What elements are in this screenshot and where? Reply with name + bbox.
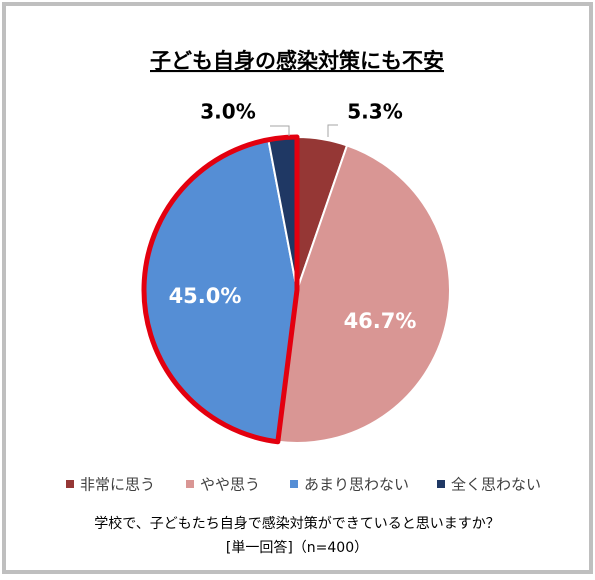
data-label: 3.0% [200,100,255,124]
legend-marker [290,480,298,488]
chart-title: 子ども自身の感染対策にも不安 [150,49,444,73]
note: 学校で、子どもたち自身で感染対策ができていると思いますか？ [94,515,499,532]
note: [単一回答]（n=400） [226,539,368,556]
legend-marker [437,480,445,488]
highlight-outline [141,134,300,445]
legend-label: 全く思わない [451,476,541,494]
data-label: 46.7% [344,309,417,333]
legend-label: 非常に思う [80,476,155,494]
data-label: 45.0% [169,284,242,308]
pie-slice [276,144,451,444]
legend-marker [186,480,194,488]
legend-label: やや思う [200,476,260,494]
leader-line [270,125,290,136]
legend-marker [66,480,74,488]
leader-line [327,124,338,137]
data-label: 5.3% [347,100,402,124]
legend-label: あまり思わない [304,476,409,494]
